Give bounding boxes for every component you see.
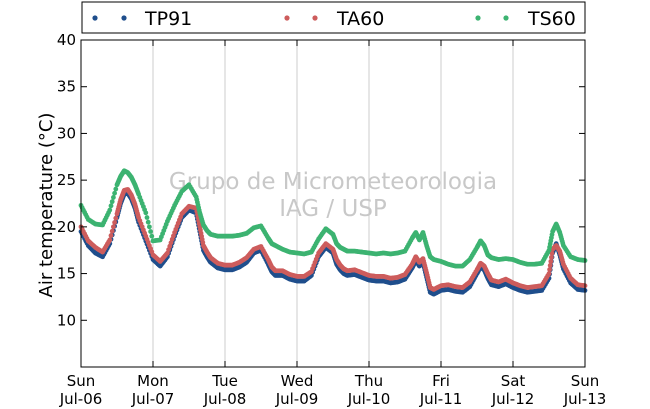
y-tick-label: 20 <box>57 218 76 236</box>
x-tick-day-label: Sat <box>501 372 526 390</box>
x-tick-day-label: Sun <box>571 372 600 390</box>
legend: TP91 TA60 TS60 <box>81 1 586 34</box>
y-tick-label: 15 <box>57 265 76 283</box>
y-tick-label: 40 <box>57 31 76 49</box>
x-tick-date-label: Jul-13 <box>563 390 607 408</box>
legend-marker <box>92 15 98 21</box>
data-point <box>549 254 554 260</box>
x-tick-day-label: Sun <box>67 372 96 390</box>
x-tick-day-label: Fri <box>432 372 450 390</box>
legend-label: TA60 <box>336 8 384 30</box>
y-tick-label: 35 <box>57 78 76 96</box>
watermark-line: IAG / USP <box>279 196 387 222</box>
legend-marker <box>121 15 127 21</box>
data-point <box>111 195 116 200</box>
data-point <box>113 186 119 192</box>
y-axis: 10 15 20 25 30 35 40 <box>57 31 585 329</box>
data-point <box>112 190 117 196</box>
x-tick-date-label: Jul-11 <box>419 390 463 408</box>
x-tick-day-label: Thu <box>354 372 383 390</box>
grid <box>152 40 514 367</box>
x-tick-day-label: Tue <box>211 372 238 390</box>
data-point <box>113 215 119 221</box>
data-point <box>548 259 554 264</box>
plot-frame <box>80 39 586 368</box>
series-ts60 <box>78 168 588 269</box>
data-point <box>107 207 113 213</box>
y-tick-label: 10 <box>57 311 76 329</box>
data-point <box>144 215 150 220</box>
legend-marker <box>475 15 481 21</box>
series-layer <box>78 168 588 297</box>
data-point <box>108 203 114 209</box>
y-tick-label: 25 <box>57 171 76 189</box>
x-tick-date-label: Jul-08 <box>203 390 247 408</box>
x-tick-date-label: Jul-10 <box>347 390 391 408</box>
x-tick-day-label: Wed <box>281 372 314 390</box>
data-point <box>149 233 155 239</box>
data-point <box>145 219 151 225</box>
legend-label: TS60 <box>527 8 576 30</box>
data-point <box>549 250 555 256</box>
watermark-line: Grupo de Micrometeorologia <box>169 169 497 195</box>
x-tick-date-label: Jul-09 <box>275 390 319 408</box>
legend-marker <box>503 15 509 21</box>
y-axis-label: Air temperature (°C) <box>36 113 57 298</box>
legend-label: TP91 <box>144 8 192 30</box>
y-tick-label: 30 <box>57 124 76 142</box>
data-point <box>112 220 117 225</box>
data-point <box>147 224 152 230</box>
data-point <box>148 229 154 234</box>
legend-marker <box>312 15 318 21</box>
data-point <box>546 271 552 276</box>
series-ta60 <box>78 187 588 292</box>
data-point <box>143 210 149 216</box>
data-point <box>111 224 116 230</box>
legend-box <box>81 1 586 34</box>
x-tick-date-label: Jul-06 <box>59 390 103 408</box>
data-point <box>107 237 113 243</box>
legend-marker <box>284 15 290 21</box>
x-axis: SunJul-06MonJul-07TueJul-08WedJul-09ThuJ… <box>59 40 607 408</box>
x-tick-date-label: Jul-12 <box>491 390 535 408</box>
x-tick-day-label: Mon <box>137 372 169 390</box>
data-point <box>109 199 115 205</box>
data-point <box>547 267 552 272</box>
data-point <box>547 263 553 268</box>
data-point <box>108 233 114 238</box>
x-tick-date-label: Jul-07 <box>131 390 175 408</box>
data-point <box>109 228 115 234</box>
